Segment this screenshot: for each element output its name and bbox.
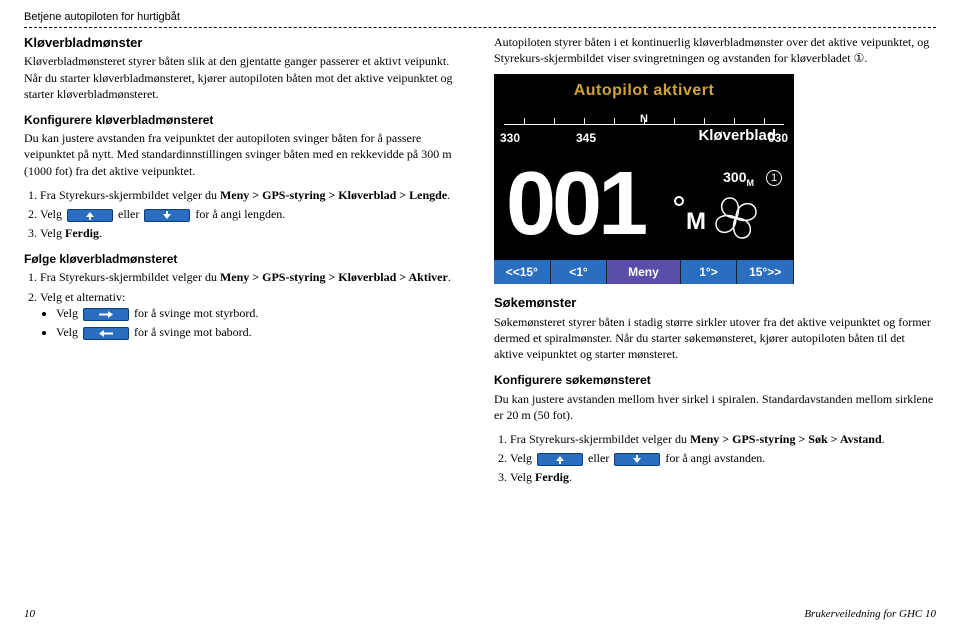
follow-clover-title: Følge kløverbladmønsteret bbox=[24, 251, 466, 267]
page-header-text: Betjene autopiloten for hurtigbåt bbox=[24, 11, 180, 23]
clover-title: Kløverbladmønster bbox=[24, 34, 466, 52]
softkey-left15[interactable]: <<15° bbox=[494, 260, 551, 284]
footer-right: Brukerveiledning for GHC 10 bbox=[804, 607, 936, 622]
softkey-menu[interactable]: Meny bbox=[607, 260, 680, 284]
degree-icon bbox=[674, 196, 684, 206]
arrow-up-button[interactable] bbox=[67, 209, 113, 222]
arrow-down-button[interactable] bbox=[614, 453, 660, 466]
right-column: Autopiloten styrer båten i et kontinuerl… bbox=[494, 34, 936, 494]
arrow-down-button[interactable] bbox=[144, 209, 190, 222]
step-1: Fra Styrekurs-skjermbildet velger du Men… bbox=[40, 187, 466, 203]
softkey-right1[interactable]: 1°> bbox=[681, 260, 738, 284]
mode-label: Kløverblad bbox=[698, 126, 776, 146]
configure-search-text: Du kan justere avstanden mellom hver sir… bbox=[494, 391, 936, 423]
search-intro: Søkemønsteret styrer båten i stadig stør… bbox=[494, 314, 936, 363]
configure-search-title: Konfigurere søkemønsteret bbox=[494, 372, 936, 388]
autopilot-display: Autopilot aktivert N 330 345 030 Kløverb… bbox=[494, 74, 794, 284]
page-header: Betjene autopiloten for hurtigbåt bbox=[24, 10, 936, 28]
follow-options: Velg for å svinge mot styrbord. Velg for… bbox=[56, 305, 466, 340]
distance-readout: 300M bbox=[723, 168, 754, 189]
unit-m: M bbox=[686, 206, 706, 238]
left-column: Kløverbladmønster Kløverbladmønsteret st… bbox=[24, 34, 466, 494]
callout-1: 1 bbox=[766, 170, 782, 186]
columns: Kløverbladmønster Kløverbladmønsteret st… bbox=[24, 34, 936, 494]
autopilot-desc: Autopiloten styrer båten i et kontinuerl… bbox=[494, 34, 936, 66]
softkey-bar: <<15° <1° Meny 1°> 15°>> bbox=[494, 260, 794, 284]
option-port: Velg for å svinge mot babord. bbox=[56, 324, 466, 340]
display-title: Autopilot aktivert bbox=[494, 74, 794, 102]
configure-clover-title: Konfigurere kløverbladmønsteret bbox=[24, 112, 466, 128]
follow-step-1: Fra Styrekurs-skjermbildet velger du Men… bbox=[40, 269, 466, 285]
softkey-right15[interactable]: 15°>> bbox=[737, 260, 794, 284]
configure-clover-text: Du kan justere avstanden fra veipunktet … bbox=[24, 130, 466, 179]
follow-clover-steps: Fra Styrekurs-skjermbildet velger du Men… bbox=[40, 269, 466, 340]
configure-search-steps: Fra Styrekurs-skjermbildet velger du Men… bbox=[510, 431, 936, 486]
search-step-3: Velg Ferdig. bbox=[510, 469, 936, 485]
search-step-1: Fra Styrekurs-skjermbildet velger du Men… bbox=[510, 431, 936, 447]
footer: 10 Brukerveiledning for GHC 10 bbox=[24, 607, 936, 622]
clover-intro: Kløverbladmønsteret styrer båten slik at… bbox=[24, 53, 466, 102]
step-2: Velg eller for å angi lengden. bbox=[40, 206, 466, 222]
search-step-2: Velg eller for å angi avstanden. bbox=[510, 450, 936, 466]
page-number: 10 bbox=[24, 607, 35, 622]
heading-value: 001 bbox=[506, 144, 644, 266]
arrow-up-button[interactable] bbox=[537, 453, 583, 466]
search-title: Søkemønster bbox=[494, 294, 936, 312]
softkey-left1[interactable]: <1° bbox=[551, 260, 608, 284]
configure-clover-steps: Fra Styrekurs-skjermbildet velger du Men… bbox=[40, 187, 466, 242]
arrow-left-button[interactable] bbox=[83, 327, 129, 340]
compass-n: N bbox=[640, 112, 648, 127]
clover-icon bbox=[706, 188, 766, 248]
follow-step-2: Velg et alternativ: Velg for å svinge mo… bbox=[40, 289, 466, 341]
option-starboard: Velg for å svinge mot styrbord. bbox=[56, 305, 466, 321]
arrow-right-button[interactable] bbox=[83, 308, 129, 321]
step-3: Velg Ferdig. bbox=[40, 225, 466, 241]
